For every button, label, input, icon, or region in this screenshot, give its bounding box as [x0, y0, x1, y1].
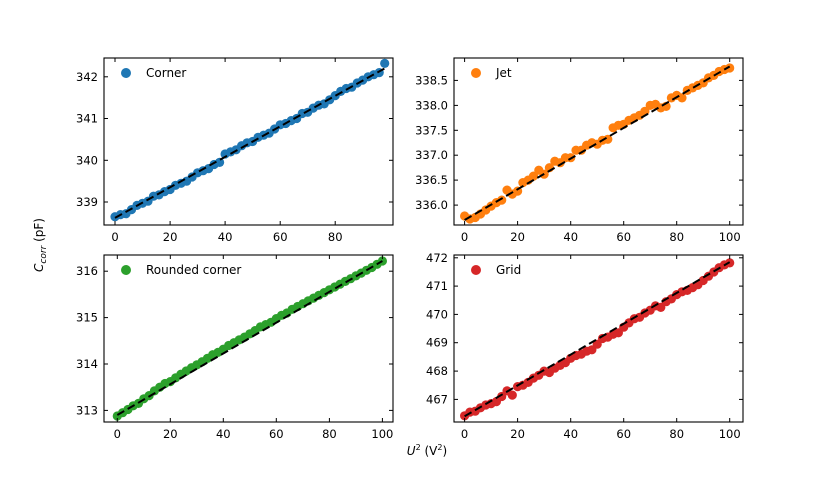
x-tick-label: 100: [371, 427, 393, 441]
x-tick-label: 20: [163, 230, 178, 244]
axes-frame: [453, 57, 744, 226]
legend: Grid: [471, 263, 521, 277]
legend-marker: [471, 68, 481, 78]
x-tick-label: 60: [616, 427, 631, 441]
y-tick-label: 337.5: [415, 123, 448, 137]
legend-marker: [471, 265, 481, 275]
shared-x-axis-label: U2 (V2): [407, 443, 447, 458]
x-tick-label: 40: [216, 427, 231, 441]
fit-line: [116, 260, 383, 416]
xlabel-unit: (V: [421, 444, 438, 458]
subplot-4: 0 20 40 60 80 100 467 468 469 470 471 472 Grid: [426, 251, 744, 441]
y-tick-label: 342: [76, 70, 98, 84]
y-tick-label: 338.0: [415, 98, 448, 112]
subplots: 0 20 40 60 80 339 340 341 342 Corner 0 20 40 60 80 100 3…: [76, 57, 744, 441]
ylabel-unit: (pF): [32, 218, 46, 246]
x-tick-label: 100: [719, 427, 741, 441]
x-tick-label: 80: [669, 427, 684, 441]
x-tick-label: 60: [269, 427, 284, 441]
x-tick-label: 40: [563, 230, 578, 244]
legend: Corner: [121, 66, 186, 80]
x-tick-label: 0: [461, 427, 468, 441]
data-point: [380, 58, 390, 68]
legend-label: Jet: [495, 66, 512, 80]
y-tick-label: 341: [76, 112, 98, 126]
y-tick-label: 313: [76, 403, 98, 417]
y-tick-label: 470: [426, 307, 448, 321]
x-tick-label: 20: [510, 427, 525, 441]
legend-marker: [121, 265, 131, 275]
x-tick-label: 20: [510, 230, 525, 244]
data-point: [725, 63, 735, 73]
y-tick-label: 336.0: [415, 198, 448, 212]
axes-frame: [103, 254, 394, 423]
data-point: [507, 390, 517, 400]
y-tick-label: 316: [76, 264, 98, 278]
y-tick-label: 315: [76, 311, 98, 325]
data-point: [528, 171, 539, 181]
x-tick-label: 0: [111, 230, 118, 244]
legend: Rounded corner: [121, 263, 241, 277]
ylabel-subscript: corr: [39, 244, 49, 263]
y-tick-label: 336.5: [415, 173, 448, 187]
axes-frame: [453, 254, 744, 423]
xlabel-superscript: 2: [416, 443, 421, 452]
fit-line: [114, 67, 386, 219]
xlabel-symbol: U: [407, 444, 416, 458]
x-tick-label: 80: [322, 427, 337, 441]
xlabel-unit-close: ): [443, 444, 448, 458]
y-tick-label: 472: [426, 251, 448, 265]
x-tick-label: 40: [563, 427, 578, 441]
data-point: [677, 93, 687, 103]
x-tick-label: 100: [719, 230, 741, 244]
ylabel-symbol: C: [32, 263, 46, 272]
x-tick-label: 0: [461, 230, 468, 244]
y-tick-label: 340: [76, 153, 98, 167]
y-tick-label: 338.5: [415, 73, 448, 87]
y-tick-label: 314: [76, 357, 98, 371]
xlabel-unit-superscript: 2: [437, 443, 442, 452]
y-tick-label: 469: [426, 336, 448, 350]
scatter-series: [460, 63, 735, 224]
fit-line: [464, 65, 731, 221]
legend-label: Rounded corner: [146, 263, 241, 277]
x-tick-label: 80: [669, 230, 684, 244]
data-point: [215, 157, 225, 167]
legend-label: Corner: [146, 66, 186, 80]
y-tick-label: 337.0: [415, 148, 448, 162]
legend-marker: [121, 68, 131, 78]
axes-frame: [103, 57, 394, 226]
x-tick-label: 60: [616, 230, 631, 244]
legend-label: Grid: [496, 263, 521, 277]
y-tick-label: 471: [426, 279, 448, 293]
subplot-2: 0 20 40 60 80 100 336.0 336.5 337.0 337.5 338.0 338…: [415, 57, 744, 244]
x-tick-label: 60: [273, 230, 288, 244]
legend: Jet: [471, 66, 512, 80]
data-point: [497, 195, 507, 205]
x-tick-label: 0: [114, 427, 121, 441]
fit-line: [464, 261, 731, 418]
scatter-series: [112, 256, 387, 421]
subplot-3: 0 20 40 60 80 100 313 314 315 316 Rounded corner: [76, 254, 394, 441]
x-tick-label: 40: [218, 230, 233, 244]
y-tick-label: 468: [426, 364, 448, 378]
x-tick-label: 20: [163, 427, 178, 441]
subplot-1: 0 20 40 60 80 339 340 341 342 Corner: [76, 57, 394, 244]
x-tick-label: 80: [328, 230, 343, 244]
y-tick-label: 467: [426, 392, 448, 406]
shared-y-axis-label: Ccorr (pF): [32, 218, 49, 272]
y-tick-label: 339: [76, 195, 98, 209]
data-point: [603, 134, 613, 144]
